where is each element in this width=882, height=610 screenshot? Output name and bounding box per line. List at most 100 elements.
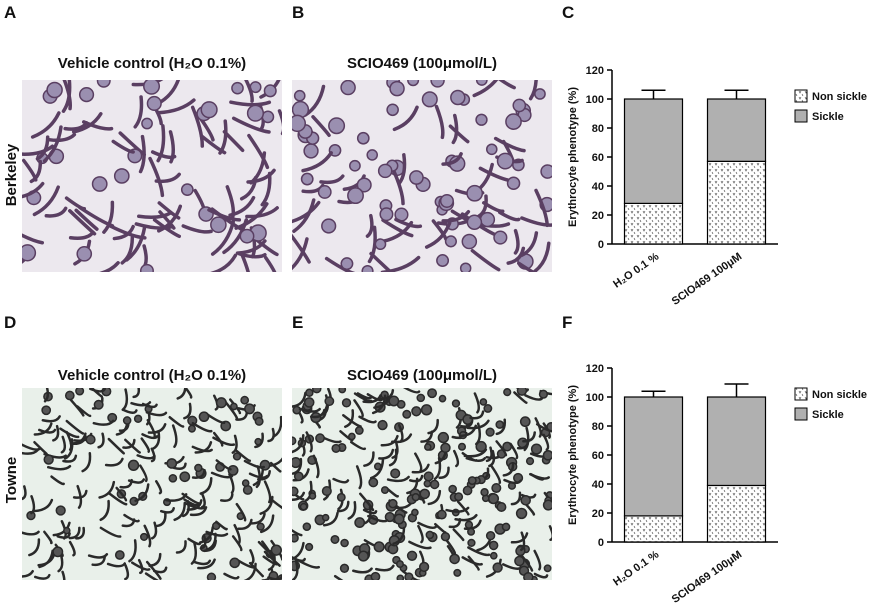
cell bbox=[463, 448, 488, 458]
cell bbox=[380, 486, 389, 495]
cell bbox=[76, 484, 83, 509]
cell bbox=[440, 442, 451, 454]
cell bbox=[247, 133, 270, 170]
cell bbox=[377, 419, 388, 431]
cell bbox=[305, 388, 314, 398]
cell bbox=[104, 457, 124, 467]
panel-title: Vehicle control (H₂O 0.1%) bbox=[58, 55, 246, 72]
cell bbox=[184, 388, 193, 399]
cell bbox=[467, 546, 491, 557]
cell bbox=[50, 475, 65, 486]
cell bbox=[331, 443, 341, 453]
legend-swatch bbox=[794, 387, 808, 401]
cell bbox=[228, 398, 242, 415]
cell bbox=[303, 397, 315, 408]
panel-title: SCIO469 (100μmol/L) bbox=[347, 367, 497, 384]
cell bbox=[462, 414, 474, 425]
cell bbox=[22, 448, 39, 455]
cell bbox=[260, 171, 272, 207]
cell bbox=[249, 512, 266, 525]
legend-label: Non sickle bbox=[812, 91, 867, 103]
cell bbox=[386, 475, 410, 483]
cell bbox=[165, 493, 188, 502]
cell bbox=[145, 411, 168, 417]
cell bbox=[199, 526, 214, 544]
cell bbox=[199, 534, 207, 550]
cell bbox=[305, 431, 313, 453]
cell bbox=[74, 208, 99, 231]
cell bbox=[292, 528, 303, 537]
cell bbox=[107, 437, 126, 455]
cell bbox=[492, 562, 503, 573]
cell bbox=[151, 429, 161, 450]
cell bbox=[134, 222, 173, 230]
cell bbox=[168, 416, 185, 428]
cell bbox=[489, 551, 498, 560]
cell bbox=[248, 561, 264, 578]
cell bbox=[239, 251, 250, 272]
cell bbox=[408, 474, 424, 483]
cell bbox=[292, 114, 307, 133]
cell bbox=[198, 411, 210, 423]
cell bbox=[369, 251, 394, 272]
cell bbox=[317, 185, 332, 199]
cell bbox=[145, 560, 162, 580]
cell bbox=[312, 454, 320, 479]
cell bbox=[134, 483, 150, 502]
cell bbox=[43, 388, 50, 403]
cell bbox=[33, 440, 48, 455]
cell bbox=[419, 488, 431, 500]
cell bbox=[107, 492, 128, 506]
cell bbox=[404, 572, 414, 580]
cell bbox=[438, 394, 447, 403]
cell bbox=[332, 477, 350, 484]
cell bbox=[243, 562, 257, 580]
cell bbox=[99, 526, 122, 538]
cell bbox=[483, 404, 493, 413]
cell bbox=[407, 80, 420, 87]
y-tick-label: 60 bbox=[592, 450, 604, 462]
cell bbox=[520, 494, 531, 506]
cell bbox=[299, 502, 308, 511]
cell bbox=[231, 116, 271, 134]
cell bbox=[172, 462, 187, 471]
bar-segment bbox=[623, 515, 684, 543]
y-axis-title: Erythrocyte phenotype (%) bbox=[567, 385, 579, 525]
cell bbox=[467, 555, 480, 571]
cell bbox=[374, 238, 387, 251]
cell bbox=[311, 115, 331, 137]
cell bbox=[139, 532, 149, 542]
cell bbox=[315, 433, 325, 444]
cell bbox=[156, 124, 166, 163]
cell bbox=[229, 100, 272, 107]
cell bbox=[122, 408, 138, 414]
cell bbox=[267, 574, 282, 580]
cell bbox=[467, 538, 476, 548]
cell bbox=[215, 459, 232, 471]
cell bbox=[389, 80, 405, 97]
cell bbox=[466, 184, 484, 202]
cell bbox=[112, 224, 135, 241]
cell bbox=[365, 213, 374, 238]
cell bbox=[75, 388, 85, 396]
cell bbox=[33, 498, 54, 513]
cell bbox=[390, 468, 401, 479]
cell bbox=[76, 246, 93, 262]
cell bbox=[63, 526, 71, 535]
cell bbox=[62, 80, 73, 111]
cell bbox=[218, 119, 228, 155]
cell bbox=[245, 206, 279, 219]
cell bbox=[91, 176, 108, 192]
cell bbox=[292, 436, 297, 446]
y-tick-label: 100 bbox=[586, 392, 604, 404]
y-tick-label: 20 bbox=[592, 508, 604, 520]
cell bbox=[89, 388, 103, 398]
cell bbox=[358, 415, 377, 424]
y-tick-label: 40 bbox=[592, 479, 604, 491]
cell bbox=[524, 502, 536, 516]
cell bbox=[35, 135, 50, 161]
cell bbox=[292, 433, 305, 454]
cell bbox=[99, 261, 120, 272]
cell bbox=[427, 489, 442, 506]
cell bbox=[392, 105, 419, 132]
